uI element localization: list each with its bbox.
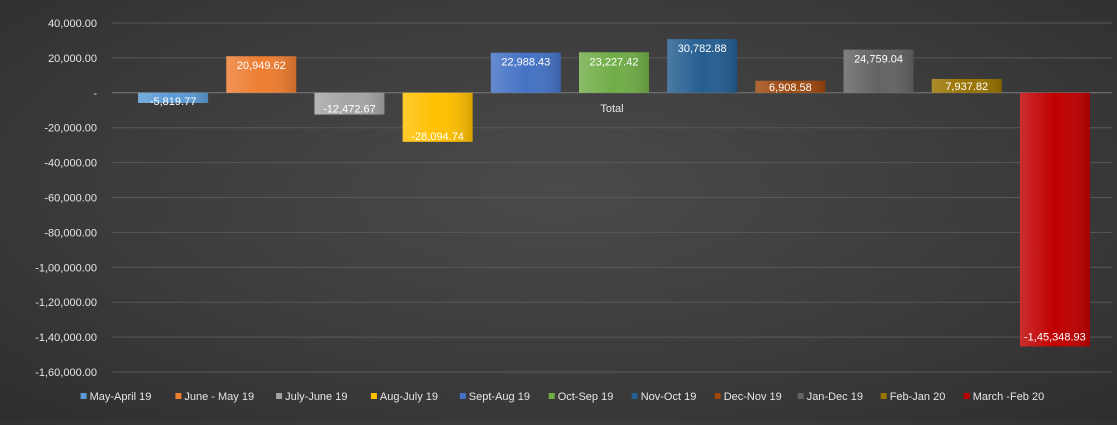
legend-item[interactable]: July-June 19 <box>276 391 347 403</box>
legend-item[interactable]: Jan-Dec 19 <box>797 391 863 403</box>
legend-swatch <box>276 393 283 399</box>
y-tick-label: -1,00,000.00 <box>35 262 97 274</box>
legend[interactable]: May-April 19 June - May 19 July-June 19 Aug… <box>80 391 1045 403</box>
bar-shading <box>667 39 738 93</box>
legend-label: Sept-Aug 19 <box>469 391 530 403</box>
legend-label: May-April 19 <box>90 391 152 403</box>
data-labels: -5,819.77 20,949.62 -12,472.67 -28,094.74 22… <box>150 43 1086 343</box>
legend-item[interactable]: June - May 19 <box>175 391 254 403</box>
data-label: -12,472.67 <box>323 104 376 116</box>
legend-swatch <box>880 393 887 399</box>
bar-shading <box>1019 92 1090 347</box>
legend-swatch <box>963 393 970 399</box>
legend-swatch <box>80 393 87 399</box>
bar-shading <box>843 49 914 93</box>
legend-label: Oct-Sep 19 <box>558 391 614 403</box>
data-label: 6,908.58 <box>769 82 812 94</box>
y-tick-label: -1,40,000.00 <box>35 332 97 344</box>
bar-shading <box>138 92 209 103</box>
legend-swatch <box>459 393 466 399</box>
legend-item[interactable]: Nov-Oct 19 <box>631 391 697 403</box>
legend-label: July-June 19 <box>285 391 347 403</box>
data-label: -28,094.74 <box>411 131 464 143</box>
legend-label: March -Feb 20 <box>973 391 1045 403</box>
data-label: -1,45,348.93 <box>1024 331 1086 343</box>
y-tick-label: -1,60,000.00 <box>35 367 97 379</box>
y-axis-tick-labels: 40,000.00 20,000.00 - -20,000.00 -40,000.00 -… <box>35 18 97 379</box>
legend-swatch <box>714 393 721 399</box>
y-tick-label: 40,000.00 <box>48 18 97 30</box>
data-label: 23,227.42 <box>590 56 639 68</box>
legend-item[interactable]: May-April 19 <box>80 391 152 403</box>
legend-swatch <box>797 393 804 399</box>
y-tick-label: -20,000.00 <box>44 123 97 135</box>
legend-item[interactable]: Aug-July 19 <box>370 391 438 403</box>
legend-item[interactable]: Oct-Sep 19 <box>548 391 614 403</box>
y-tick-label: 20,000.00 <box>48 53 97 65</box>
bar-shading <box>490 52 561 93</box>
legend-label: Feb-Jan 20 <box>890 391 946 403</box>
bar-shading <box>755 80 826 93</box>
y-tick-label: -60,000.00 <box>44 193 97 205</box>
legend-label: June - May 19 <box>184 391 254 403</box>
bars <box>138 39 1090 347</box>
data-label: 7,937.82 <box>945 81 988 93</box>
y-tick-label: -80,000.00 <box>44 227 97 239</box>
data-label: -5,819.77 <box>150 96 196 108</box>
data-label: 22,988.43 <box>501 57 550 69</box>
bar-shading <box>402 92 473 142</box>
y-tick-label: - <box>93 88 97 100</box>
legend-item[interactable]: Sept-Aug 19 <box>459 391 530 403</box>
legend-item[interactable]: March -Feb 20 <box>963 391 1045 403</box>
legend-label: Dec-Nov 19 <box>724 391 782 403</box>
bar-shading <box>931 78 1002 93</box>
data-label: 24,759.04 <box>854 54 903 66</box>
legend-label: Aug-July 19 <box>380 391 438 403</box>
legend-swatch <box>175 393 182 399</box>
legend-label: Nov-Oct 19 <box>641 391 697 403</box>
legend-label: Jan-Dec 19 <box>807 391 863 403</box>
legend-swatch <box>548 393 555 399</box>
legend-swatch <box>631 393 638 399</box>
data-label: 30,782.88 <box>678 43 727 55</box>
category-label: Total <box>600 103 623 115</box>
bar-shading <box>226 56 297 93</box>
legend-swatch <box>370 393 377 399</box>
bar-shading <box>579 52 649 93</box>
y-tick-label: -40,000.00 <box>44 158 97 170</box>
bar-shading <box>314 92 385 115</box>
data-label: 20,949.62 <box>237 60 286 72</box>
legend-item[interactable]: Feb-Jan 20 <box>880 391 946 403</box>
y-tick-label: -1,20,000.00 <box>35 297 97 309</box>
legend-item[interactable]: Dec-Nov 19 <box>714 391 782 403</box>
